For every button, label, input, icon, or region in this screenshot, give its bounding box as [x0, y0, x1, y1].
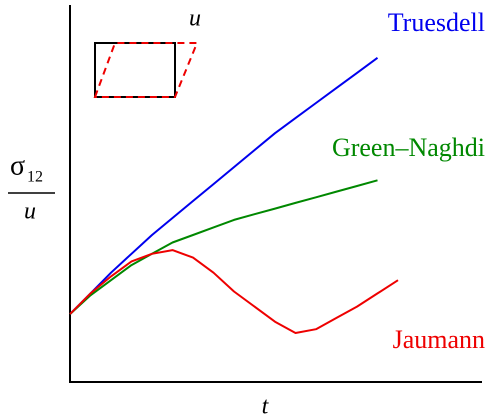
series-label: Truesdell	[388, 8, 485, 37]
inset: u	[93, 6, 201, 98]
inset-box	[94, 42, 176, 98]
inset-sheared-box	[93, 42, 199, 98]
y-axis-label-subscript: 12	[27, 169, 43, 186]
inset-label: u	[189, 6, 201, 32]
x-axis-label: t	[262, 394, 270, 418]
series-label: Green–Naghdi	[332, 133, 485, 162]
line-series	[69, 179, 378, 315]
line-series	[69, 249, 399, 334]
series-label: Jaumann	[393, 325, 485, 354]
line-series	[69, 56, 379, 315]
y-axis-label-denominator: u	[24, 199, 36, 225]
y-axis-label-symbol: σ	[10, 150, 25, 181]
